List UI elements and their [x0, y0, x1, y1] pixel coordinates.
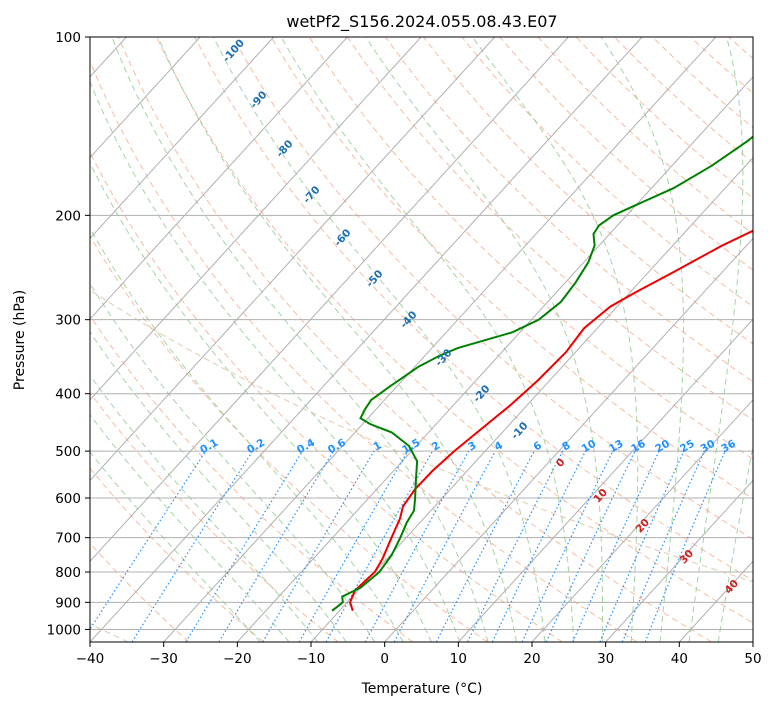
y-tick-label: 900 — [55, 595, 81, 611]
y-tick-label: 400 — [55, 387, 81, 403]
y-tick-label: 300 — [55, 313, 81, 329]
isotherm-line — [90, 37, 348, 320]
y-tick-label: 500 — [55, 444, 81, 460]
mixing-ratio-line — [364, 450, 470, 642]
dry-adiabat — [194, 37, 753, 582]
x-tick-label: −10 — [297, 651, 326, 667]
moist-adiabat — [157, 37, 517, 642]
moist-adiabat — [90, 80, 461, 642]
dewpoint-profile-line — [331, 135, 753, 612]
mixing-ratio-line — [325, 450, 434, 642]
dry-adiabat — [270, 37, 753, 500]
dry-adiabat — [232, 37, 753, 540]
x-axis: −40 −30 −20 −10 0 10 20 30 40 50 — [76, 642, 762, 667]
x-tick-label: 40 — [671, 651, 688, 667]
isotherm-line — [90, 37, 422, 401]
plot-frame — [89, 36, 754, 643]
dry-adiabat — [308, 37, 753, 460]
mixing-ratio-line — [644, 450, 726, 642]
isotherm-line — [163, 37, 717, 642]
isotherm-line — [605, 479, 753, 642]
dry-adiabat — [346, 37, 753, 421]
mixing-ratio-line — [131, 450, 254, 642]
background-lines — [90, 37, 775, 642]
isotherm-line — [90, 37, 496, 482]
mixing-ratio-line — [466, 450, 564, 642]
y-axis: 100 200 300 400 500 600 700 800 900 1000 — [47, 30, 90, 638]
x-tick-label: −20 — [223, 651, 252, 667]
x-tick-label: 20 — [523, 651, 540, 667]
mixing-ratio-line — [621, 450, 705, 642]
mixing-ratio-line — [599, 450, 685, 642]
x-tick-label: 10 — [450, 651, 467, 667]
isotherm-line — [752, 641, 753, 642]
y-tick-label: 200 — [55, 208, 81, 224]
x-tick-label: 0 — [380, 651, 389, 667]
y-tick-label: 600 — [55, 491, 81, 507]
isotherm-line — [310, 156, 753, 642]
moist-adiabat — [212, 37, 546, 642]
isotherm-line — [90, 37, 643, 642]
moist-adiabat — [90, 331, 347, 642]
mixing-ratio-line — [185, 450, 304, 642]
dry-adiabat — [156, 37, 753, 624]
isotherm-line — [236, 76, 753, 642]
y-tick-label: 1000 — [47, 622, 81, 638]
moist-adiabat — [280, 37, 575, 642]
moist-adiabat — [365, 37, 603, 642]
mixing-ratio-line — [393, 450, 496, 642]
isotherm-line — [90, 37, 275, 240]
dry-adiabat — [90, 542, 190, 642]
moist-adiabat — [90, 374, 319, 642]
dry-adiabat — [90, 151, 563, 642]
isotherm-line — [90, 37, 569, 563]
isotherm-line — [457, 318, 753, 642]
moist-adiabat — [111, 37, 489, 642]
plot-background — [90, 37, 753, 642]
x-tick-label: −40 — [76, 651, 105, 667]
x-tick-label: −30 — [149, 651, 178, 667]
moist-adiabat — [90, 227, 404, 642]
moist-adiabat — [717, 444, 753, 642]
moist-adiabat — [688, 37, 744, 642]
isotherm-line — [384, 237, 753, 642]
mixing-ratio-line — [572, 450, 660, 642]
y-axis-label: Pressure (hPa) — [12, 290, 28, 390]
x-tick-label: 50 — [744, 651, 761, 667]
y-tick-label: 800 — [55, 565, 81, 581]
moist-adiabat — [600, 37, 684, 642]
y-tick-label: 700 — [55, 531, 81, 547]
isotherm-line — [90, 37, 201, 159]
moist-adiabat — [90, 282, 376, 642]
series-layer — [331, 135, 753, 612]
dry-adiabat — [90, 467, 264, 642]
isotherm-line — [531, 399, 753, 642]
temperature-profile-line — [349, 229, 753, 612]
dry-adiabat — [90, 60, 638, 642]
dry-adiabat — [767, 37, 775, 642]
dry-adiabat — [118, 37, 712, 642]
chart-title: wetPf2_S156.2024.055.08.43.E07 — [286, 12, 557, 32]
y-tick-label: 100 — [55, 30, 81, 46]
moist-adiabat — [90, 161, 432, 642]
dry-adiabat — [90, 235, 488, 642]
moist-adiabat — [471, 37, 639, 642]
mixing-ratio-line — [90, 450, 207, 631]
x-axis-label: Temperature (°C) — [361, 681, 483, 697]
x-tick-label: 30 — [597, 651, 614, 667]
